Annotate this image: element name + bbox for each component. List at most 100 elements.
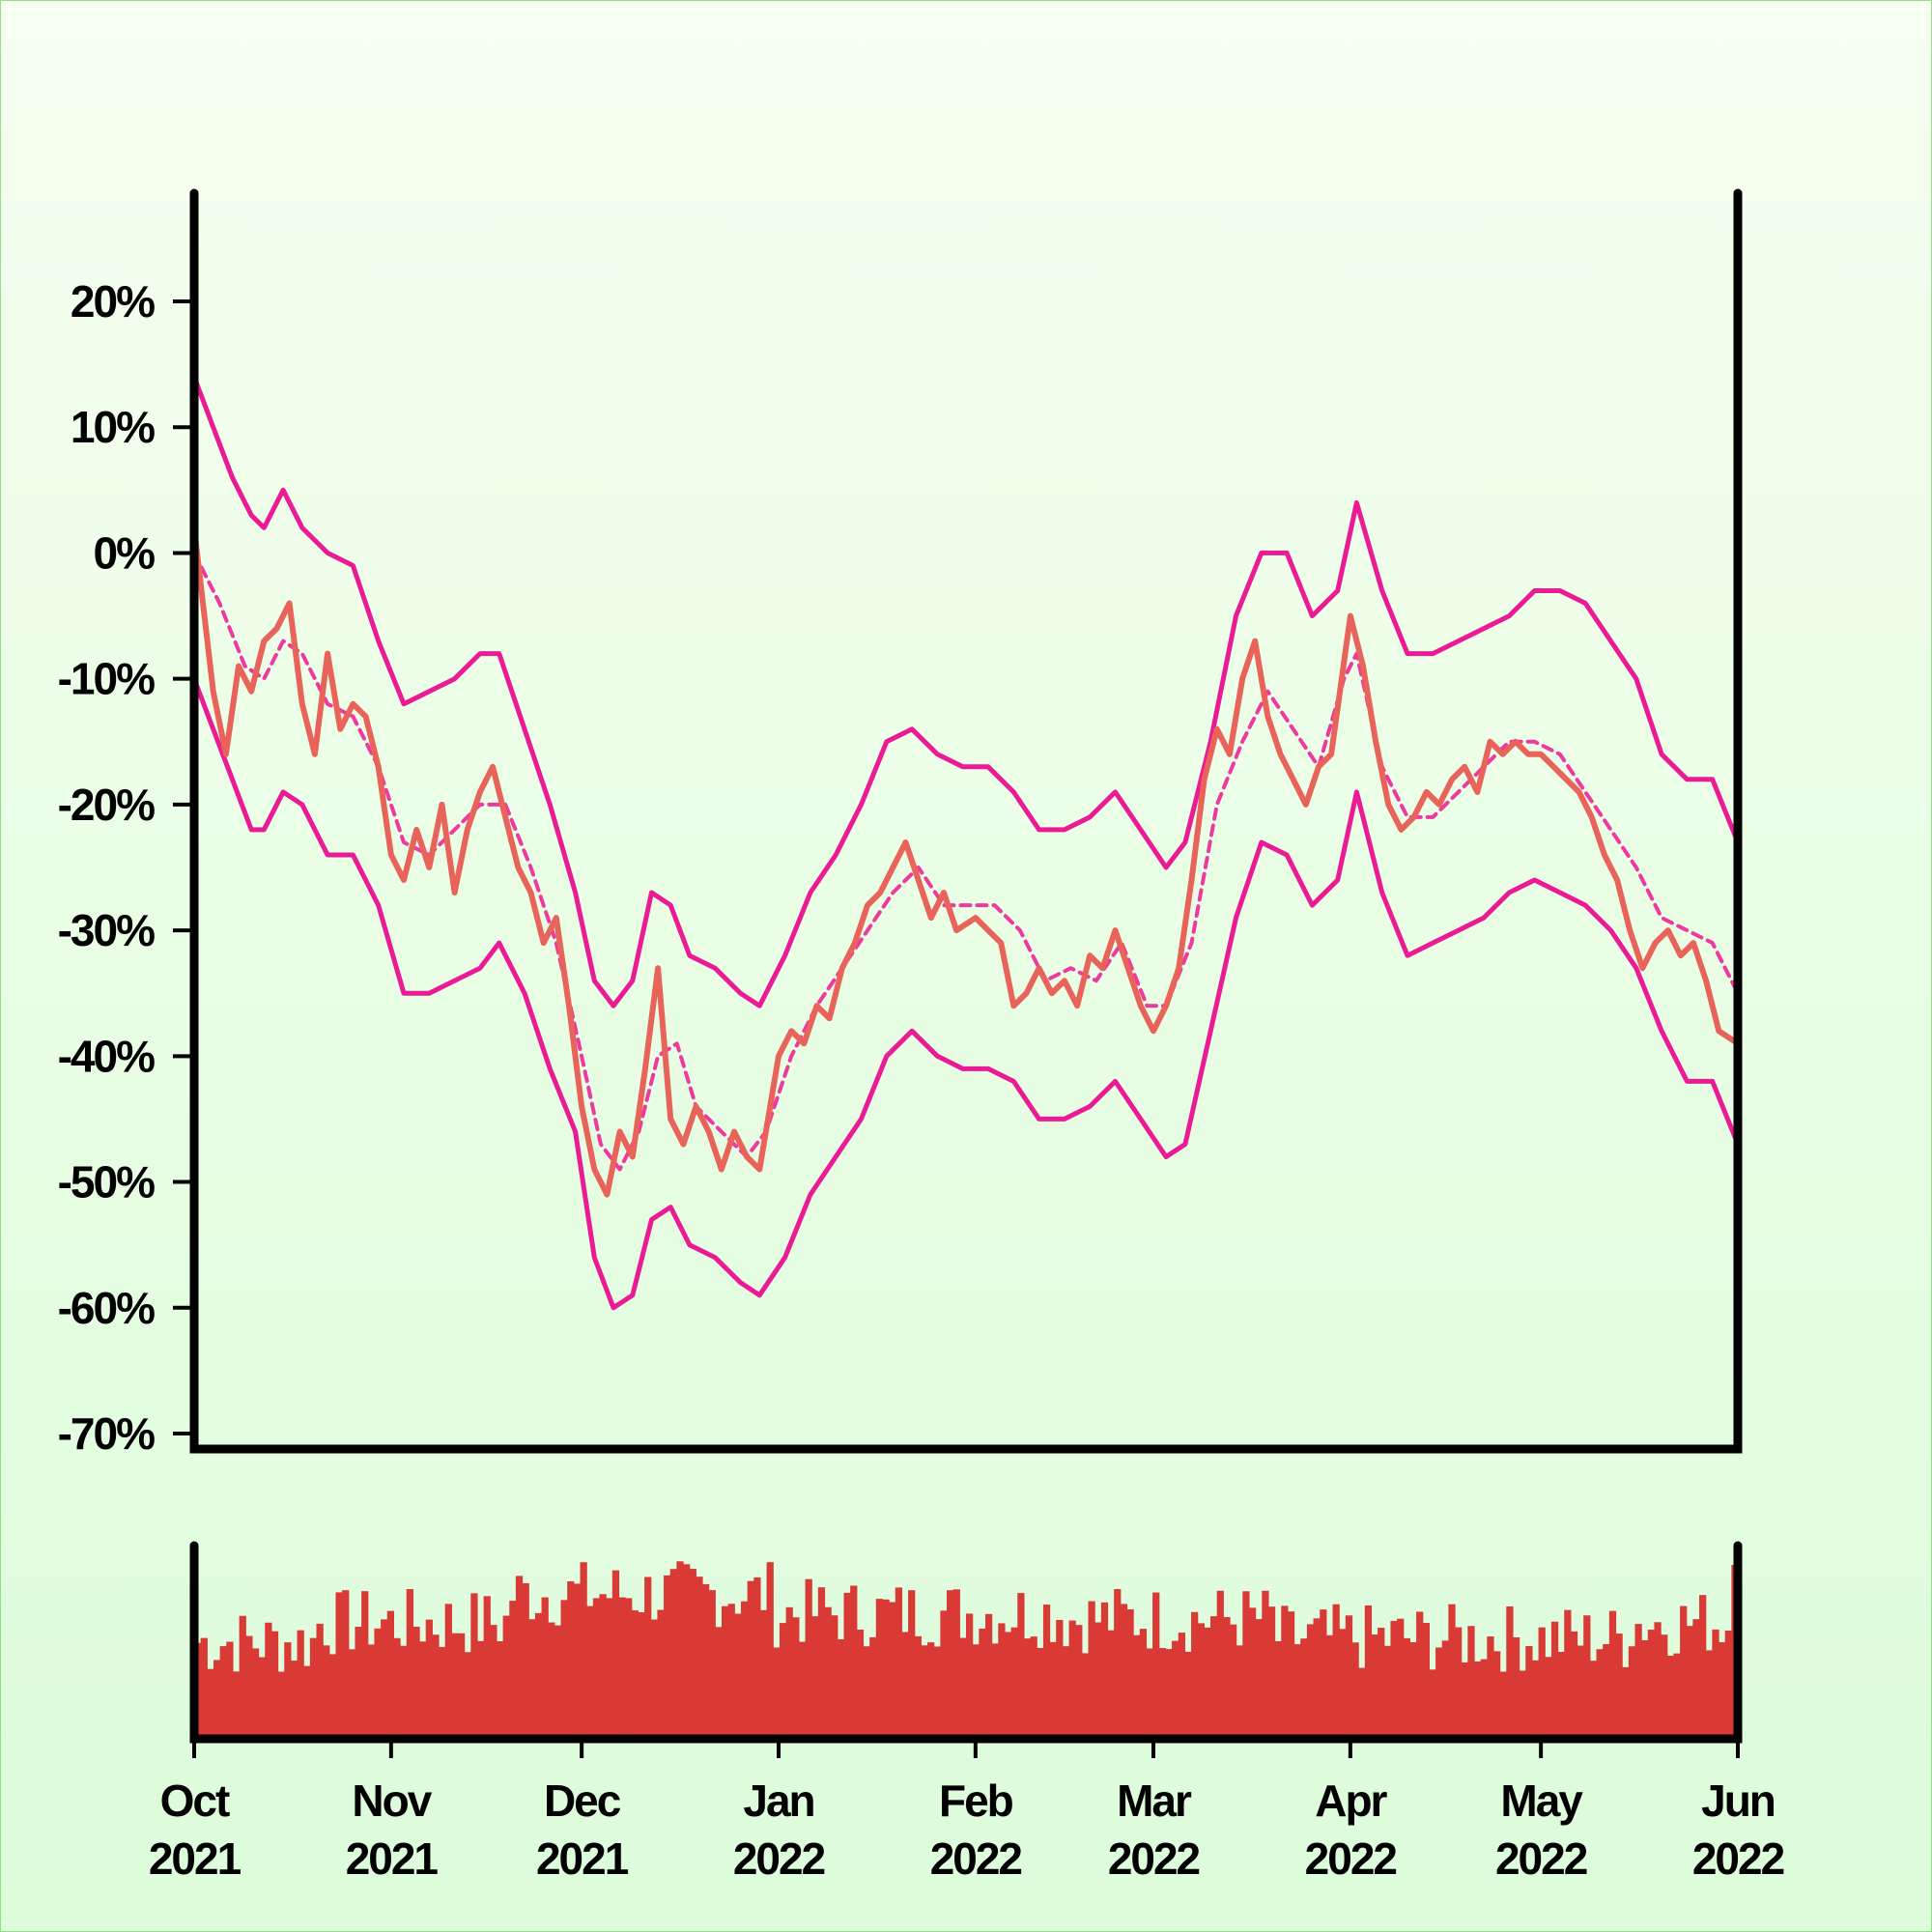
volume-bar — [476, 1640, 485, 1739]
volume-bar — [805, 1578, 812, 1739]
y-tick-label: 20% — [71, 276, 155, 327]
volume-bar — [1172, 1640, 1179, 1739]
volume-bar — [979, 1628, 986, 1739]
volume-bar — [386, 1610, 395, 1739]
volume-panel-axes — [189, 1541, 1743, 1744]
volume-bar — [573, 1583, 582, 1739]
volume-bar — [470, 1593, 478, 1739]
volume-panel: Oct 2021 Nov 2021 Dec 2021 Jan 2022 Feb 2022 Mar 20… — [149, 1541, 1786, 1884]
x-axis-ticks: Oct 2021 Nov 2021 Dec 2021 Jan 2022 Feb 2022 Mar 20… — [149, 1739, 1786, 1884]
volume-bar — [219, 1646, 227, 1739]
volume-bar — [1062, 1646, 1070, 1739]
volume-bar — [708, 1590, 716, 1739]
volume-bar — [1248, 1607, 1257, 1739]
volume-bar — [669, 1569, 677, 1739]
volume-bar — [1712, 1629, 1719, 1739]
volume-bar — [483, 1596, 491, 1739]
volume-bar — [1429, 1669, 1436, 1739]
y-tick-label: 0% — [94, 527, 156, 578]
volume-bar — [759, 1609, 768, 1739]
volume-bar — [1358, 1667, 1366, 1739]
volume-bar — [1216, 1590, 1224, 1739]
volume-bar — [1673, 1653, 1681, 1739]
volume-bar — [1564, 1609, 1572, 1739]
volume-bar — [933, 1646, 941, 1739]
volume-bar — [1236, 1645, 1243, 1739]
volume-bar — [207, 1668, 214, 1739]
volume-bar — [1545, 1657, 1552, 1739]
volume-bar — [1165, 1649, 1173, 1739]
volume-bar — [618, 1597, 626, 1739]
volume-bar — [425, 1619, 433, 1739]
volume-bar — [1371, 1634, 1378, 1739]
volume-bar — [991, 1643, 999, 1739]
volume-bar — [1126, 1608, 1134, 1739]
volume-bar — [843, 1592, 851, 1739]
volume-bar — [1589, 1661, 1598, 1739]
volume-bar — [1223, 1616, 1231, 1739]
volume-bar — [515, 1576, 524, 1739]
volume-bar — [1306, 1624, 1315, 1739]
series-line-upper-band — [191, 374, 1741, 1009]
volume-bar — [1461, 1662, 1468, 1739]
volume-bar — [1416, 1611, 1424, 1739]
volume-bar — [580, 1562, 587, 1739]
volume-bar — [940, 1610, 948, 1739]
volume-bar — [412, 1626, 420, 1739]
volume-bar — [1550, 1621, 1559, 1739]
y-tick-label: -60% — [58, 1283, 155, 1333]
volume-bar — [439, 1646, 446, 1739]
volume-bar — [599, 1594, 607, 1739]
volume-bar — [1158, 1648, 1167, 1739]
volume-bar — [1152, 1592, 1160, 1739]
volume-bar — [1403, 1637, 1411, 1739]
volume-bar — [1184, 1651, 1192, 1739]
volume-bar — [251, 1648, 260, 1739]
volume-bar — [966, 1613, 974, 1739]
y-tick-label: -40% — [58, 1031, 155, 1081]
volume-bar — [284, 1642, 292, 1739]
volume-bar — [1525, 1645, 1533, 1739]
y-tick-label: 10% — [71, 402, 155, 452]
x-tick-year: 2022 — [1108, 1833, 1200, 1884]
volume-bar — [1017, 1593, 1025, 1739]
volume-bar — [1422, 1623, 1430, 1739]
volume-bar — [335, 1592, 343, 1739]
volume-bar — [232, 1671, 241, 1739]
volume-bar — [239, 1615, 246, 1739]
volume-bar — [882, 1599, 890, 1739]
volume-bar — [502, 1615, 510, 1739]
volume-bar — [1056, 1619, 1064, 1739]
volume-bar — [1313, 1618, 1321, 1739]
volume-bar — [715, 1627, 723, 1739]
volume-bar — [213, 1660, 221, 1739]
volume-bar — [1378, 1628, 1385, 1739]
volume-bar — [1435, 1647, 1443, 1739]
volume-bar — [1242, 1591, 1250, 1739]
volume-bar — [850, 1585, 858, 1739]
volume-bar — [1068, 1620, 1076, 1739]
series-line-price — [191, 525, 1741, 1198]
volume-bar — [1467, 1626, 1475, 1739]
y-tick-label: -50% — [58, 1157, 155, 1208]
volume-bar — [1274, 1640, 1282, 1739]
volume-bar — [1397, 1618, 1405, 1739]
price-panel-axes — [189, 188, 1743, 1454]
volume-bar — [348, 1649, 356, 1739]
y-tick-label: -30% — [58, 905, 155, 955]
volume-bar — [959, 1637, 967, 1739]
volume-bar — [1531, 1660, 1540, 1739]
volume-bar — [1512, 1636, 1520, 1739]
volume-bar — [1596, 1649, 1604, 1739]
volume-bar — [1634, 1624, 1642, 1739]
series-group — [191, 374, 1741, 1311]
volume-bar — [541, 1597, 549, 1739]
y-axis-ticks: 20% 10% 0% -10% -20% -30% -40% -50% -60% -70% — [58, 276, 194, 1459]
volume-bar — [824, 1606, 832, 1739]
volume-bar — [1724, 1630, 1732, 1739]
volume-bar — [1081, 1653, 1090, 1739]
volume-bar — [464, 1652, 471, 1739]
volume-bar — [381, 1619, 388, 1739]
volume-bar — [984, 1613, 993, 1739]
volume-bar — [1030, 1636, 1037, 1739]
